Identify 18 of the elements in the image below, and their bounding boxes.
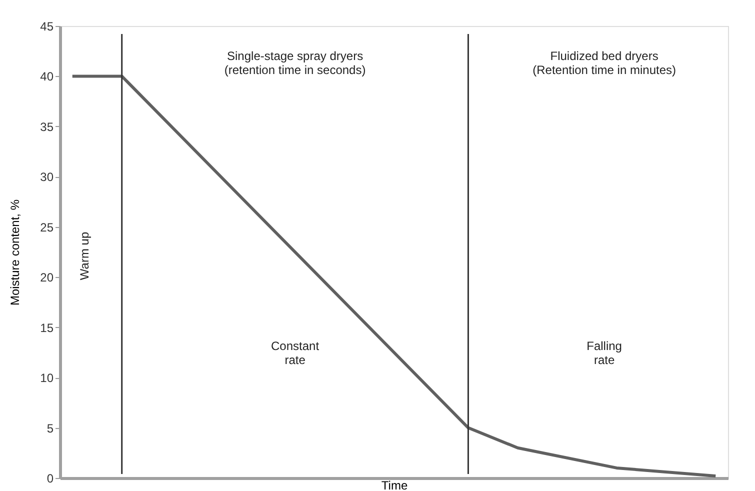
y-tick-label: 10 — [40, 371, 54, 386]
y-tick-label: 45 — [40, 20, 54, 34]
y-tick-label: 5 — [46, 421, 54, 436]
y-tick-label: 0 — [46, 472, 54, 486]
y-tick-label: 40 — [40, 70, 54, 84]
annotation: Single-stage spray dryers (retention time in seconds) — [224, 49, 366, 77]
y-axis-title: Moisture content, % — [8, 199, 22, 306]
line-series — [70, 74, 718, 478]
annotation: Warm up — [78, 232, 92, 280]
annotation: Fluidized bed dryers (Retention time in minutes) — [532, 49, 676, 77]
annotation: Constant rate — [271, 339, 320, 367]
y-tick-label: 35 — [40, 120, 54, 134]
x-axis-title: Time — [381, 478, 408, 491]
y-tick-label: 20 — [40, 270, 54, 285]
y-tick-label: 15 — [40, 320, 54, 335]
y-tick-label: 30 — [40, 170, 54, 184]
y-tick-label: 25 — [40, 220, 54, 234]
annotation: Falling rate — [586, 339, 622, 367]
